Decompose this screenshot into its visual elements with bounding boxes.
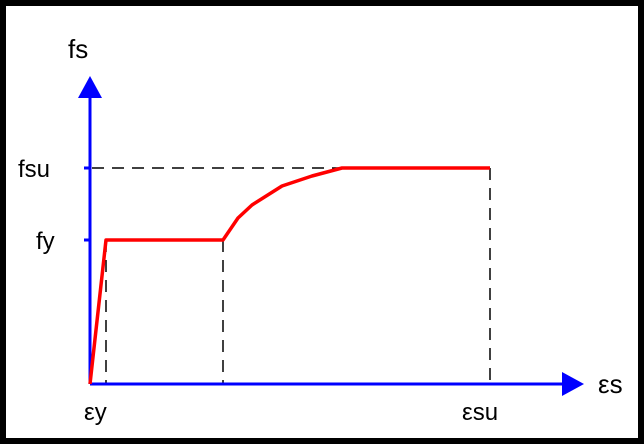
- fsu-label: fsu: [18, 156, 50, 183]
- y-axis-label: fs: [68, 34, 88, 64]
- x-axis-label: εs: [598, 369, 623, 399]
- x-axis-arrow: [562, 372, 584, 396]
- y-axis-arrow: [78, 76, 102, 98]
- esu-label: εsu: [462, 399, 498, 426]
- guide-lines: [92, 167, 491, 384]
- fy-label: fy: [36, 228, 55, 255]
- axes: [78, 76, 584, 396]
- stress-strain-curve: [88, 166, 490, 385]
- ey-label: εy: [84, 399, 107, 426]
